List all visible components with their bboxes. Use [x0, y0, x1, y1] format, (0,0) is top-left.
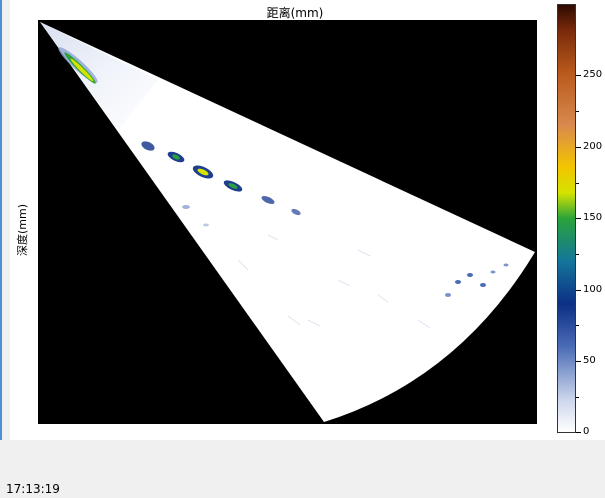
colorbar-tick	[576, 290, 581, 291]
colorbar-minor-tick	[576, 183, 579, 184]
status-timestamp: 17:13:19	[6, 482, 60, 496]
ultrasound-image[interactable]	[38, 20, 537, 424]
colorbar-label: 200	[583, 141, 603, 152]
colorbar-minor-tick	[576, 111, 579, 112]
colorbar-label: 100	[583, 284, 603, 295]
reflector-blobs	[141, 141, 301, 227]
colorbar-label: 50	[583, 355, 596, 366]
colorbar	[557, 4, 576, 433]
sector-scan-svg	[40, 22, 535, 422]
colorbar-minor-tick	[576, 325, 579, 326]
window-edge	[0, 0, 2, 440]
left-axis-title-wrap: 深度(mm)	[14, 200, 29, 260]
colorbar-label: 0	[583, 426, 590, 437]
colorbar-tick	[576, 75, 581, 76]
colorbar-tick	[576, 218, 581, 219]
top-axis-title: 距离(mm)	[266, 6, 324, 20]
colorbar-tick	[576, 147, 581, 148]
colorbar-label: 250	[583, 69, 603, 80]
edge-haze	[40, 22, 158, 130]
scan-sector	[40, 22, 535, 422]
right-edge-reflectors	[445, 263, 509, 297]
left-axis-title: 深度(mm)	[16, 204, 29, 257]
colorbar-minor-tick	[576, 397, 579, 398]
near-field-echo	[58, 47, 98, 84]
colorbar-label: 150	[583, 212, 603, 223]
speckle-streaks	[237, 234, 431, 329]
colorbar-tick	[576, 361, 581, 362]
colorbar-minor-tick	[576, 254, 579, 255]
colorbar-tick	[576, 432, 581, 433]
